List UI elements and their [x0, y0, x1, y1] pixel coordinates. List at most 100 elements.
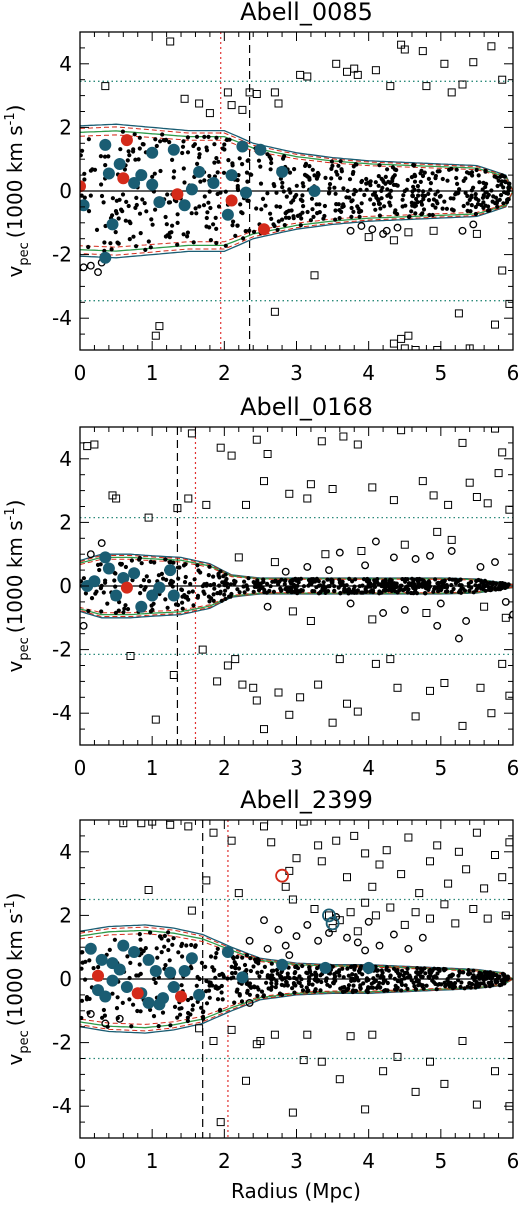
interloper-square — [202, 500, 211, 509]
highlight-blue-point — [153, 196, 166, 209]
x-tick-label: 2 — [218, 1149, 231, 1173]
member-point — [269, 160, 274, 166]
member-point — [413, 211, 418, 216]
member-point — [123, 564, 128, 570]
member-point — [89, 596, 95, 601]
member-point — [113, 584, 118, 589]
member-point — [447, 984, 452, 989]
member-point — [435, 169, 440, 174]
member-point — [373, 207, 378, 212]
member-point — [381, 584, 387, 589]
member-point — [307, 965, 312, 970]
member-point — [415, 978, 421, 983]
member-point — [151, 977, 157, 982]
interloper-square — [472, 229, 481, 238]
member-point — [165, 192, 170, 197]
member-point — [289, 590, 294, 595]
member-point — [341, 204, 346, 209]
member-point — [180, 954, 185, 959]
member-point — [163, 557, 168, 562]
member-point — [245, 158, 250, 163]
member-point — [121, 610, 126, 615]
open-circle — [361, 561, 370, 570]
member-point — [217, 1008, 223, 1013]
member-point — [294, 183, 299, 188]
member-point — [432, 585, 437, 590]
highlight-blue-point — [153, 998, 166, 1011]
interloper-square — [339, 432, 348, 441]
member-point — [283, 211, 288, 216]
member-point — [242, 962, 248, 968]
highlight-blue-point — [236, 140, 249, 153]
interloper-square — [238, 680, 247, 689]
member-point — [325, 577, 330, 582]
member-point — [372, 579, 377, 584]
interloper-square — [242, 500, 250, 509]
member-point — [223, 243, 228, 248]
member-point — [119, 562, 124, 567]
y-tick-label: -4 — [52, 306, 72, 330]
member-point — [352, 967, 357, 972]
interloper-square — [205, 109, 214, 118]
interloper-square — [389, 236, 398, 245]
member-point — [235, 223, 240, 228]
member-point — [195, 563, 200, 568]
member-point — [474, 588, 479, 593]
interloper-square — [465, 344, 474, 350]
member-point — [275, 227, 280, 232]
member-point — [182, 180, 187, 185]
member-point — [398, 585, 403, 590]
member-point — [486, 204, 491, 209]
member-point — [126, 203, 131, 209]
member-point — [421, 207, 427, 212]
member-point — [454, 175, 459, 181]
member-point — [222, 142, 227, 147]
member-point — [447, 974, 452, 979]
interloper-square — [487, 709, 496, 718]
member-point — [461, 203, 466, 209]
member-point — [211, 574, 216, 579]
member-point — [183, 595, 188, 600]
interloper-square — [389, 339, 398, 348]
member-point — [251, 964, 256, 969]
interloper-square — [483, 499, 492, 508]
y-tick-label: -4 — [52, 701, 72, 725]
highlight-blue-point — [113, 158, 126, 170]
member-point — [394, 167, 399, 173]
member-point — [389, 582, 394, 587]
interloper-square — [368, 1030, 377, 1039]
interloper-square — [332, 59, 341, 68]
x-tick-label: 5 — [434, 756, 447, 780]
member-point — [242, 579, 247, 584]
open-circle — [325, 928, 333, 937]
member-point — [225, 976, 230, 981]
open-red-point — [275, 868, 290, 883]
member-point — [285, 589, 290, 594]
member-point — [150, 222, 155, 227]
interloper-square — [480, 884, 489, 893]
interloper-square — [137, 820, 146, 828]
member-point — [247, 981, 253, 986]
interloper-square — [361, 1105, 370, 1114]
member-point — [244, 170, 250, 175]
member-point — [268, 156, 274, 162]
interloper-square — [472, 828, 481, 837]
member-point — [346, 587, 351, 593]
member-point — [159, 936, 164, 941]
member-point — [251, 229, 257, 234]
member-point — [243, 229, 248, 234]
open-circle — [263, 944, 272, 953]
member-point — [202, 591, 207, 596]
member-point — [341, 975, 346, 980]
open-circle — [80, 263, 88, 272]
highlight-blue-point — [146, 146, 159, 159]
highlight-blue-point — [276, 958, 289, 971]
open-circle — [476, 562, 485, 571]
member-point — [358, 983, 363, 988]
interloper-square — [447, 535, 456, 544]
member-point — [332, 185, 337, 190]
member-point — [99, 609, 104, 614]
member-point — [113, 230, 118, 235]
member-point — [290, 986, 295, 991]
member-point — [138, 591, 143, 596]
